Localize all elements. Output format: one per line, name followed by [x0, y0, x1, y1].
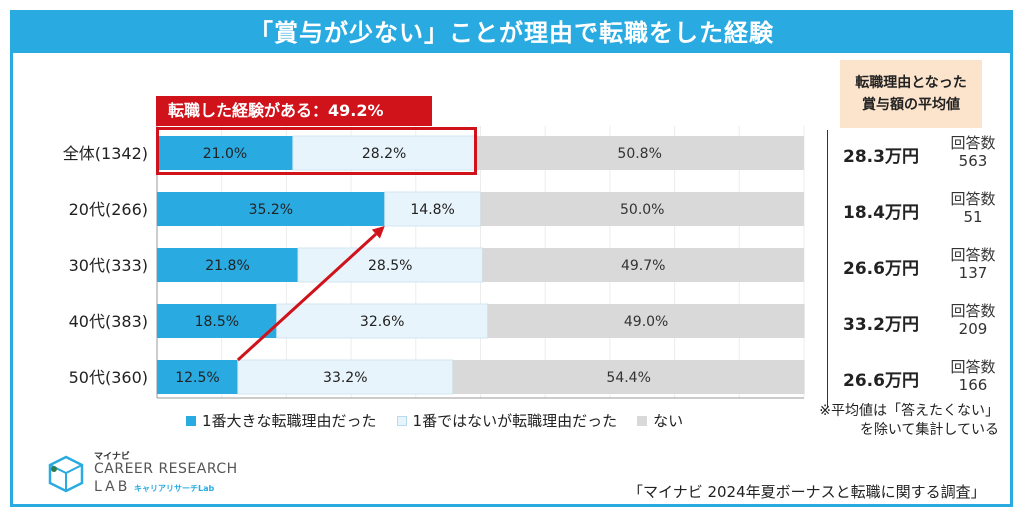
average-row: 18.4万円 回答数 51	[827, 184, 1005, 238]
data-label: 18.5%	[195, 314, 239, 330]
bar-segment	[482, 248, 804, 282]
average-row: 33.2万円 回答数 209	[827, 296, 1005, 350]
bar-segment	[452, 360, 805, 394]
category-label: 40代(383)	[69, 312, 148, 331]
bar-segment	[157, 360, 238, 394]
respondent-label: 回答数	[950, 190, 996, 208]
bar-segment	[157, 192, 385, 226]
data-label: 35.2%	[249, 202, 293, 218]
respondent-count: 回答数 563	[945, 134, 1001, 170]
respondent-label: 回答数	[950, 358, 996, 376]
respondent-count: 回答数 137	[945, 246, 1001, 282]
bar-segment	[157, 304, 277, 338]
data-label: 21.0%	[203, 146, 247, 162]
callout-highlight-box	[156, 127, 477, 175]
respondent-count: 回答数 51	[945, 190, 1001, 226]
data-label: 33.2%	[323, 370, 367, 386]
data-label: 49.0%	[624, 314, 668, 330]
data-label: 14.8%	[410, 202, 454, 218]
bar-segment	[237, 359, 454, 395]
cube-logo-icon	[48, 455, 84, 493]
respondent-label: 回答数	[950, 302, 996, 320]
legend-label: 1番大きな転職理由だった	[202, 412, 377, 430]
data-label: 12.5%	[175, 370, 219, 386]
data-label: 54.4%	[606, 370, 650, 386]
source-citation: 「マイナビ 2024年夏ボーナスと転職に関する調査」	[628, 483, 986, 501]
respondent-value: 166	[958, 376, 988, 394]
legend-label: 1番ではないが転職理由だった	[412, 412, 618, 430]
data-label: 50.8%	[617, 146, 661, 162]
average-amount: 26.6万円	[843, 371, 919, 391]
bar-segment	[475, 136, 804, 170]
data-label: 50.0%	[620, 202, 664, 218]
respondent-value: 209	[958, 320, 988, 338]
legend-label: ない	[653, 412, 684, 430]
average-row: 26.6万円 回答数 137	[827, 240, 1005, 294]
category-label: 全体(1342)	[63, 144, 148, 163]
bar-segment	[292, 135, 476, 171]
data-label: 28.5%	[368, 258, 412, 274]
bar-segment	[487, 304, 805, 338]
legend-item-primary: 1番大きな転職理由だった	[186, 410, 377, 431]
average-amount: 28.3万円	[843, 147, 919, 167]
legend-item-secondary: 1番ではないが転職理由だった	[396, 410, 618, 431]
legend-swatch	[396, 415, 407, 426]
chart-title: 「賞与が少ない」ことが理由で転職をした経験	[13, 13, 1010, 53]
category-label: 20代(266)	[69, 200, 148, 219]
average-row: 26.6万円 回答数 166	[827, 352, 1005, 406]
respondent-label: 回答数	[950, 134, 996, 152]
respondent-value: 137	[958, 264, 988, 282]
data-label: 28.2%	[362, 146, 406, 162]
chart-legend: 1番大きな転職理由だった 1番ではないが転職理由だった ない	[186, 410, 683, 431]
average-row: 28.3万円 回答数 563	[827, 128, 1005, 182]
respondent-label: 回答数	[950, 246, 996, 264]
data-label: 32.6%	[360, 314, 404, 330]
bar-segment	[276, 303, 489, 339]
respondent-count: 回答数 166	[945, 358, 1001, 394]
logo-brand-kana: キャリアリサーチLab	[134, 484, 215, 493]
bar-segment	[157, 248, 299, 282]
average-amount-header: 転職理由となった賞与額の平均値	[840, 60, 982, 128]
bar-segment	[157, 136, 293, 170]
average-amount: 18.4万円	[843, 203, 919, 223]
footnote: ※平均値は「答えたくない」を除いて集計している	[819, 403, 999, 438]
average-amount: 26.6万円	[843, 259, 919, 279]
respondent-count: 回答数 209	[945, 302, 1001, 338]
legend-swatch	[186, 415, 196, 426]
experience-callout: 転職した経験がある：49.2%	[156, 96, 432, 126]
average-amount: 33.2万円	[843, 315, 919, 335]
legend-item-none: ない	[637, 410, 683, 431]
bar-segment	[384, 191, 481, 227]
category-label: 30代(333)	[69, 256, 148, 275]
legend-swatch	[637, 415, 648, 426]
data-label: 21.8%	[205, 258, 249, 274]
respondent-value: 563	[958, 152, 988, 170]
trend-arrow-head	[371, 226, 385, 239]
trend-arrow-line	[236, 232, 377, 362]
logo-brand-main: CAREER RESEARCH	[94, 461, 238, 477]
respondent-value: 51	[963, 208, 983, 226]
bar-segment	[480, 192, 804, 226]
logo-brand-small: マイナビ	[94, 452, 130, 462]
average-panel-divider	[827, 130, 1005, 408]
logo-brand-lab: LAB	[94, 479, 131, 495]
career-research-lab-logo: マイナビ CAREER RESEARCH LAB キャリアリサーチLab	[46, 449, 246, 501]
category-label: 50代(360)	[69, 368, 148, 387]
data-label: 49.7%	[621, 258, 665, 274]
